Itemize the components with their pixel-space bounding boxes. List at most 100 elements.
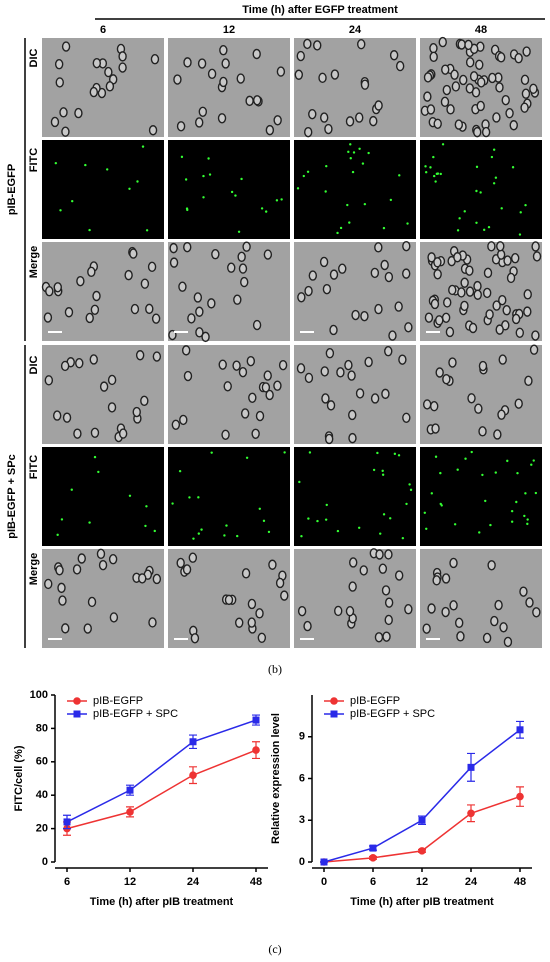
cell	[509, 120, 518, 131]
cell	[433, 118, 442, 130]
cell	[280, 590, 289, 601]
cell	[430, 400, 439, 412]
cell	[384, 346, 393, 357]
cell	[183, 241, 192, 253]
cell	[404, 322, 413, 333]
cell	[320, 112, 329, 123]
fluorescent-cell	[316, 519, 319, 523]
cell	[473, 280, 482, 292]
fluorescent-cell	[494, 176, 498, 179]
cell	[481, 126, 491, 138]
cell	[505, 108, 514, 119]
cell	[195, 327, 204, 338]
micrograph	[294, 447, 416, 546]
cell	[454, 617, 464, 629]
fluorescent-cell	[382, 226, 386, 230]
cell	[456, 631, 465, 642]
y-tick-label: 9	[299, 731, 305, 743]
cell	[514, 53, 523, 64]
cell	[330, 69, 340, 80]
fluorescent-cell	[208, 173, 212, 176]
cell	[265, 124, 275, 136]
cell	[176, 557, 185, 569]
fluorescent-cell	[223, 534, 226, 537]
fluorescent-cell	[429, 166, 432, 169]
cell	[448, 284, 457, 296]
row-label: DIC	[28, 355, 40, 374]
cell	[523, 306, 532, 317]
cell	[460, 277, 469, 288]
cell	[73, 428, 82, 439]
cell	[441, 64, 450, 75]
fluorescent-cell	[197, 532, 201, 535]
cell	[108, 554, 118, 565]
cell	[433, 257, 442, 268]
fluorescent-cell	[401, 536, 405, 540]
cell	[435, 315, 444, 326]
cell	[529, 344, 539, 355]
cell	[497, 409, 506, 420]
x-tick-label: 48	[250, 876, 262, 888]
fluorescent-cell	[434, 180, 437, 183]
fluorescent-cell	[302, 174, 306, 178]
fluorescent-cell	[439, 172, 442, 176]
fluorescent-cell	[534, 491, 538, 495]
cell	[438, 36, 447, 48]
fluorescent-cell	[500, 207, 503, 210]
marker	[516, 792, 524, 801]
fluorescent-cell	[475, 189, 478, 193]
fluorescent-cell	[393, 452, 397, 456]
cell	[430, 298, 440, 310]
fluorescent-cell	[432, 155, 435, 159]
fluorescent-cell	[88, 521, 91, 524]
cell	[265, 389, 274, 401]
cell	[183, 370, 193, 382]
cell	[240, 408, 250, 419]
cell	[321, 393, 330, 404]
fluorescent-cell	[105, 168, 109, 171]
cell	[345, 606, 355, 617]
fluorescent-cell	[409, 488, 413, 492]
cell	[173, 74, 182, 85]
cell	[198, 106, 208, 117]
cell	[378, 563, 388, 574]
fluorescent-cell	[481, 473, 484, 477]
y-tick-label: 6	[299, 772, 305, 784]
cell	[313, 40, 322, 51]
cell	[296, 50, 305, 62]
fluorescent-cell	[267, 530, 271, 534]
cell	[468, 322, 478, 334]
marker	[516, 726, 524, 734]
fluorescent-cell	[325, 164, 328, 168]
cell	[255, 608, 264, 619]
fluorescent-cell	[188, 496, 191, 499]
fluorescent-cell	[432, 174, 436, 178]
cell	[496, 249, 506, 260]
fluorescent-cell	[405, 502, 408, 506]
cell	[232, 360, 241, 371]
cell	[423, 91, 432, 102]
x-tick-label: 6	[370, 876, 376, 888]
cell	[60, 360, 70, 372]
cell	[132, 406, 141, 418]
cell	[469, 71, 479, 82]
cell	[223, 381, 232, 392]
fluorescent-cell	[381, 469, 384, 473]
cell	[276, 66, 286, 77]
fluorescent-cell	[487, 225, 491, 229]
cell	[150, 54, 160, 65]
cell	[190, 633, 200, 644]
fluorescent-cell	[324, 518, 328, 521]
fluorescent-cell	[363, 202, 367, 206]
cell	[478, 360, 488, 372]
cell	[124, 269, 133, 281]
cell	[44, 375, 54, 386]
fluorescent-cell	[376, 451, 379, 455]
fluorescent-cell	[526, 518, 529, 521]
x-axis-title: Time (h) after pIB treatment	[350, 896, 494, 908]
cell	[236, 73, 245, 84]
cell	[382, 631, 391, 642]
fluorescent-cell	[128, 494, 132, 497]
cell	[138, 573, 147, 584]
